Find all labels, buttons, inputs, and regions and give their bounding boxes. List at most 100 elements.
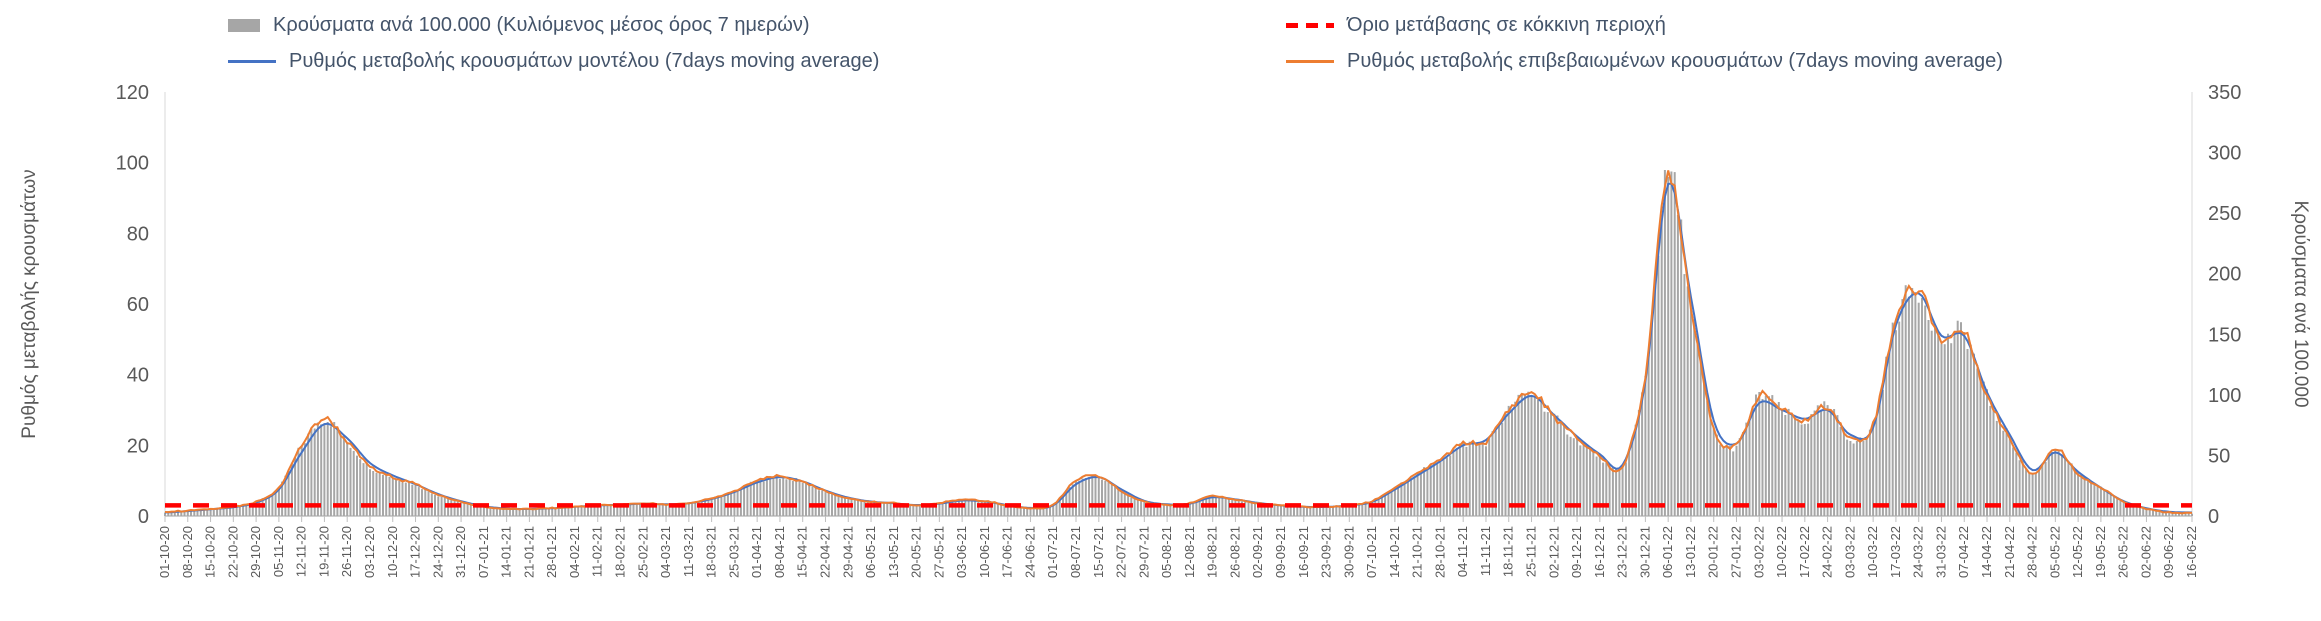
blue-line-swatch-icon: [228, 60, 276, 63]
svg-text:08-04-21: 08-04-21: [772, 526, 787, 578]
svg-text:150: 150: [2208, 324, 2241, 346]
svg-text:09-12-21: 09-12-21: [1569, 526, 1584, 578]
svg-text:03-03-22: 03-03-22: [1842, 526, 1857, 578]
svg-text:29-10-20: 29-10-20: [248, 526, 263, 578]
x-axis-tick-labels: 01-10-20 08-10-20 15-10-20 22-10-20 29-10-20…: [157, 516, 2199, 578]
svg-text:100: 100: [116, 153, 149, 175]
svg-text:28-04-22: 28-04-22: [2025, 526, 2040, 578]
svg-text:10-03-22: 10-03-22: [1865, 526, 1880, 578]
svg-text:09-09-21: 09-09-21: [1273, 526, 1288, 578]
svg-text:01-10-20: 01-10-20: [157, 526, 172, 578]
svg-text:04-03-21: 04-03-21: [658, 526, 673, 578]
svg-text:30-12-21: 30-12-21: [1637, 526, 1652, 578]
svg-text:60: 60: [127, 294, 149, 316]
svg-text:80: 80: [127, 223, 149, 245]
legend-label-cases-per-100k: Κρούσματα ανά 100.000 (Κυλιόμενος μέσος …: [273, 14, 810, 36]
svg-text:28-01-21: 28-01-21: [544, 526, 559, 578]
svg-text:06-05-21: 06-05-21: [863, 526, 878, 578]
legend-label-confirmed-rate: Ρυθμός μεταβολής επιβεβαιωμένων κρουσμάτ…: [1347, 50, 2003, 72]
svg-text:20-01-22: 20-01-22: [1706, 526, 1721, 578]
svg-text:01-07-21: 01-07-21: [1045, 526, 1060, 578]
svg-text:03-02-22: 03-02-22: [1751, 526, 1766, 578]
svg-text:30-09-21: 30-09-21: [1341, 526, 1356, 578]
red-dashed-swatch-icon: [1286, 23, 1334, 28]
svg-text:200: 200: [2208, 264, 2241, 286]
svg-text:11-11-21: 11-11-21: [1478, 526, 1493, 576]
legend-label-model-rate: Ρυθμός μεταβολής κρουσμάτων μοντέλου (7d…: [289, 50, 880, 72]
svg-text:0: 0: [138, 506, 149, 528]
svg-text:12-08-21: 12-08-21: [1182, 526, 1197, 578]
svg-text:250: 250: [2208, 203, 2241, 225]
legend-item-cases-per-100k: Κρούσματα ανά 100.000 (Κυλιόμενος μέσος …: [228, 14, 810, 37]
svg-text:100: 100: [2208, 385, 2241, 407]
svg-text:26-11-20: 26-11-20: [339, 526, 354, 577]
legend-label-red-threshold: Όριο μετάβασης σε κόκκινη περιοχή: [1347, 14, 1666, 36]
svg-text:03-06-21: 03-06-21: [954, 526, 969, 578]
svg-text:07-01-21: 07-01-21: [476, 526, 491, 578]
svg-text:04-02-21: 04-02-21: [567, 526, 582, 578]
svg-text:40: 40: [127, 365, 149, 387]
svg-text:21-01-21: 21-01-21: [521, 526, 536, 578]
svg-text:05-08-21: 05-08-21: [1159, 526, 1174, 578]
svg-text:16-09-21: 16-09-21: [1296, 526, 1311, 578]
svg-text:02-06-22: 02-06-22: [2138, 526, 2153, 578]
svg-text:12-11-20: 12-11-20: [294, 526, 309, 577]
svg-text:0: 0: [2208, 506, 2219, 528]
legend-item-red-threshold: Όριο μετάβασης σε κόκκινη περιοχή: [1286, 14, 1666, 37]
svg-text:19-05-22: 19-05-22: [2093, 526, 2108, 578]
svg-text:07-04-22: 07-04-22: [1956, 526, 1971, 578]
svg-text:10-02-22: 10-02-22: [1774, 526, 1789, 578]
svg-text:21-10-21: 21-10-21: [1410, 526, 1425, 578]
svg-text:18-02-21: 18-02-21: [613, 526, 628, 578]
svg-text:13-01-22: 13-01-22: [1683, 526, 1698, 578]
bars-cases-per-100k: [164, 170, 2193, 517]
svg-text:26-05-22: 26-05-22: [2116, 526, 2131, 578]
svg-text:11-03-21: 11-03-21: [681, 526, 696, 577]
svg-text:14-10-21: 14-10-21: [1387, 526, 1402, 578]
svg-text:15-07-21: 15-07-21: [1091, 526, 1106, 578]
svg-text:24-12-20: 24-12-20: [430, 526, 445, 578]
svg-text:22-07-21: 22-07-21: [1114, 526, 1129, 578]
svg-text:17-12-20: 17-12-20: [408, 526, 423, 578]
svg-text:12-05-22: 12-05-22: [2070, 526, 2085, 578]
svg-text:11-02-21: 11-02-21: [590, 526, 605, 577]
svg-text:25-11-21: 25-11-21: [1524, 526, 1539, 577]
svg-text:27-01-22: 27-01-22: [1728, 526, 1743, 578]
left-axis-tick-labels: 0 20 40 60 80 100 120: [116, 82, 149, 528]
svg-text:15-10-20: 15-10-20: [203, 526, 218, 578]
svg-text:18-03-21: 18-03-21: [704, 526, 719, 578]
svg-text:24-06-21: 24-06-21: [1022, 526, 1037, 578]
svg-text:27-05-21: 27-05-21: [931, 526, 946, 578]
svg-text:23-09-21: 23-09-21: [1319, 526, 1334, 578]
axes: [164, 92, 2193, 517]
svg-text:20-05-21: 20-05-21: [909, 526, 924, 578]
svg-text:25-02-21: 25-02-21: [635, 526, 650, 578]
svg-text:05-05-22: 05-05-22: [2047, 526, 2062, 578]
svg-text:19-08-21: 19-08-21: [1205, 526, 1220, 578]
legend-item-model-rate: Ρυθμός μεταβολής κρουσμάτων μοντέλου (7d…: [228, 50, 879, 73]
svg-text:50: 50: [2208, 445, 2230, 467]
svg-text:31-12-20: 31-12-20: [453, 526, 468, 578]
svg-text:05-11-20: 05-11-20: [271, 526, 286, 577]
confirmed-rate-line: [164, 170, 2193, 515]
svg-text:28-10-21: 28-10-21: [1432, 526, 1447, 578]
legend-item-confirmed-rate: Ρυθμός μεταβολής επιβεβαιωμένων κρουσμάτ…: [1286, 50, 2003, 73]
right-axis-tick-labels: 0 50 100 150 200 250 300 350: [2208, 82, 2241, 528]
svg-text:17-03-22: 17-03-22: [1888, 526, 1903, 578]
svg-text:09-06-22: 09-06-22: [2161, 526, 2176, 578]
svg-text:22-04-21: 22-04-21: [817, 526, 832, 578]
svg-text:17-06-21: 17-06-21: [1000, 526, 1015, 578]
svg-text:29-04-21: 29-04-21: [840, 526, 855, 578]
svg-text:19-11-20: 19-11-20: [316, 526, 331, 577]
svg-text:03-12-20: 03-12-20: [362, 526, 377, 578]
svg-text:02-12-21: 02-12-21: [1546, 526, 1561, 578]
svg-text:14-04-22: 14-04-22: [1979, 526, 1994, 578]
svg-text:26-08-21: 26-08-21: [1227, 526, 1242, 578]
svg-text:17-02-22: 17-02-22: [1797, 526, 1812, 578]
svg-text:01-04-21: 01-04-21: [749, 526, 764, 578]
svg-text:14-01-21: 14-01-21: [499, 526, 514, 578]
svg-text:25-03-21: 25-03-21: [726, 526, 741, 578]
svg-text:350: 350: [2208, 82, 2241, 104]
